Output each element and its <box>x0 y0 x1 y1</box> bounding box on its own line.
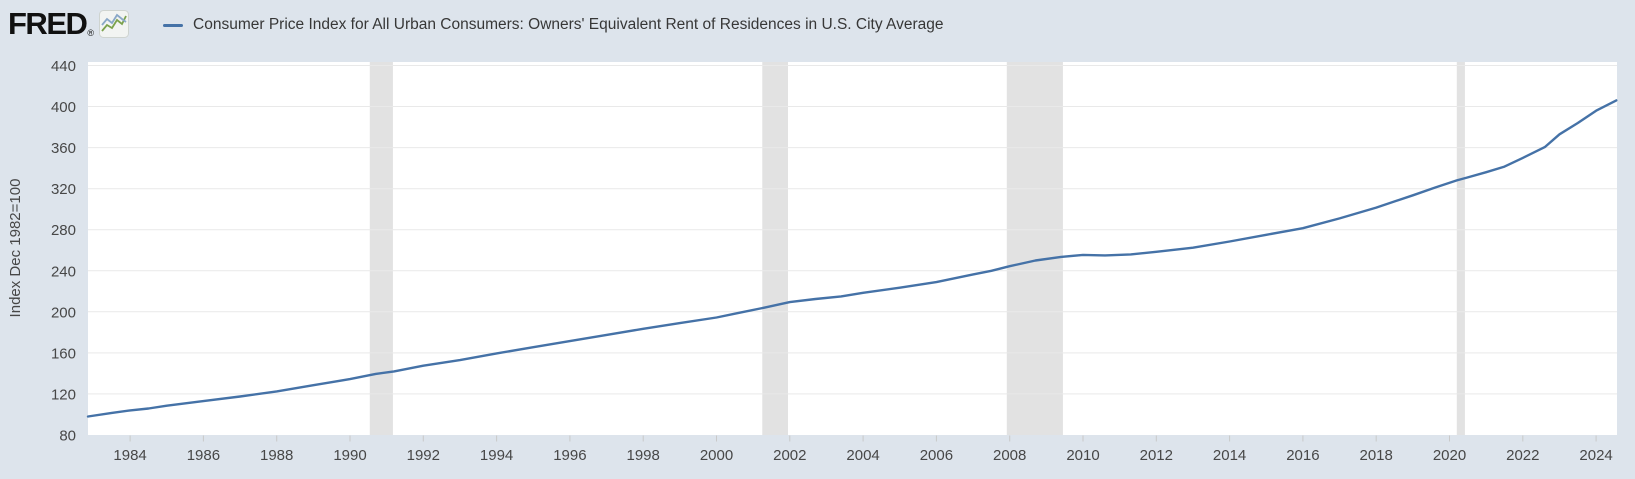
x-tick-label: 2012 <box>1140 447 1173 464</box>
recession-band <box>1456 62 1465 435</box>
fred-registered-mark: ® <box>87 27 95 38</box>
y-tick-label: 280 <box>51 222 76 239</box>
chart-legend: Consumer Price Index for All Urban Consu… <box>163 16 944 34</box>
fred-logo[interactable]: FRED ® <box>8 5 130 43</box>
y-tick-label: 400 <box>51 99 76 116</box>
y-tick-label: 440 <box>51 58 76 75</box>
x-tick-label: 2004 <box>846 447 879 464</box>
x-tick-label: 2024 <box>1579 447 1612 464</box>
x-tick-label: 2008 <box>993 447 1026 464</box>
x-tick-label: 1986 <box>187 447 220 464</box>
x-tick-label: 1990 <box>333 447 366 464</box>
x-tick-label: 2020 <box>1433 447 1466 464</box>
x-tick-label: 1992 <box>407 447 440 464</box>
x-tick-label: 1998 <box>627 447 660 464</box>
y-tick-label: 160 <box>51 345 76 362</box>
x-tick-label: 1984 <box>113 447 146 464</box>
y-tick-label: 320 <box>51 181 76 198</box>
legend-series-label[interactable]: Consumer Price Index for All Urban Consu… <box>193 16 944 33</box>
x-tick-label: 1996 <box>553 447 586 464</box>
y-tick-label: 200 <box>51 304 76 321</box>
recession-band <box>1006 62 1063 435</box>
x-tick-label: 2018 <box>1360 447 1393 464</box>
y-axis-title: Index Dec 1982=100 <box>7 179 24 318</box>
legend-line-swatch <box>163 23 184 27</box>
y-tick-label: 80 <box>59 428 76 445</box>
x-tick-label: 2016 <box>1286 447 1319 464</box>
x-tick-label: 2000 <box>700 447 733 464</box>
x-tick-label: 2010 <box>1066 447 1099 464</box>
fred-sparkline-icon <box>99 9 130 43</box>
y-tick-label: 240 <box>51 263 76 280</box>
x-tick-label: 2022 <box>1506 447 1539 464</box>
y-tick-label: 120 <box>51 386 76 403</box>
y-tick-label: 360 <box>51 140 76 157</box>
header: FRED ® Consumer Price Index for All Urba… <box>0 0 1635 50</box>
x-tick-label: 1994 <box>480 447 513 464</box>
plot-area[interactable] <box>88 62 1617 435</box>
x-tick-label: 2002 <box>773 447 806 464</box>
x-tick-label: 1988 <box>260 447 293 464</box>
data-line <box>86 99 1618 418</box>
x-tick-label: 2006 <box>920 447 953 464</box>
recession-band <box>762 62 788 435</box>
recession-band <box>369 62 393 435</box>
fred-logo-text: FRED <box>8 5 88 41</box>
x-tick-label: 2014 <box>1213 447 1246 464</box>
